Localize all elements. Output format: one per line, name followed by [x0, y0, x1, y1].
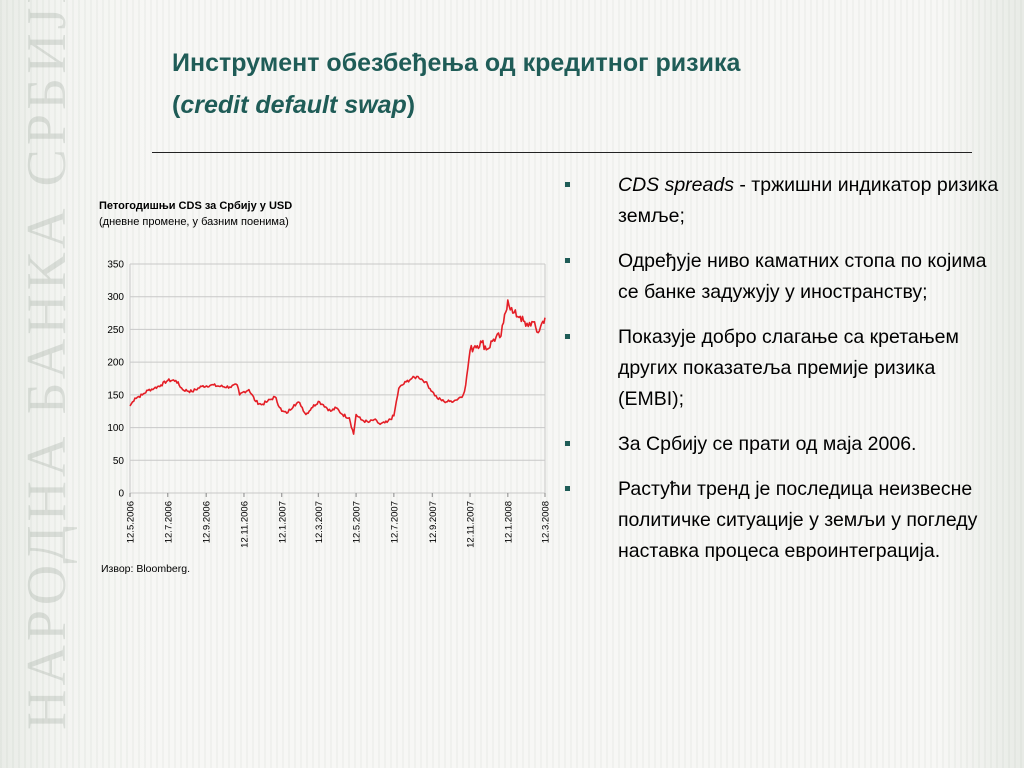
bullet-item: Одређује ниво каматних стопа по којима с…: [562, 246, 1002, 308]
x-tick-label: 12.9.2006: [202, 501, 213, 543]
x-tick-label: 12.5.2007: [352, 501, 363, 543]
y-tick-label: 100: [107, 423, 124, 434]
chart-heading: Петогодишњи CDS за Србију у USD (дневне …: [99, 198, 292, 230]
bullet-item: За Србију се прати од маја 2006.: [562, 429, 1002, 460]
series-line-cds: [129, 299, 546, 435]
bullet-item: CDS spreads - тржишни индикатор ризика з…: [562, 170, 1002, 232]
y-tick-label: 200: [107, 358, 124, 369]
x-tick-label: 12.1.2008: [503, 501, 514, 543]
slide-title-line1: Инструмент обезбеђења од кредитног ризик…: [172, 49, 741, 77]
bullet-item: Показује добро слагање са кретањем други…: [562, 322, 1002, 415]
title-divider: [152, 152, 972, 153]
chart-subtitle: (дневне промене, у базним поенима): [99, 216, 289, 228]
y-tick-label: 50: [113, 456, 125, 467]
slide-title: Инструмент обезбеђења од кредитног ризик…: [172, 42, 740, 126]
bullet-text: Показује добро слагање са кретањем други…: [618, 326, 959, 410]
slide-title-line2: (credit default swap): [172, 84, 740, 126]
bullet-italic: CDS spreads: [618, 174, 734, 196]
y-tick-label: 250: [107, 325, 124, 336]
bullet-text: - тржишни индикатор ризика земље;: [618, 174, 999, 227]
chart-title: Петогодишњи CDS за Србију у USD: [99, 200, 293, 212]
x-tick-label: 12.11.2006: [239, 501, 250, 548]
x-tick-label: 12.9.2007: [428, 501, 439, 543]
bullet-text: За Србију се прати од маја 2006.: [618, 433, 917, 455]
bullet-list: CDS spreads - тржишни индикатор ризика з…: [562, 170, 1002, 581]
x-tick-label: 12.7.2006: [163, 501, 174, 543]
bullet-item: Растући тренд је последица неизвесне пол…: [562, 474, 1002, 567]
bullet-marker-icon: [565, 441, 570, 446]
background-watermark: НАРОДНА БАНКА СРБИЈЕ: [16, 0, 78, 730]
y-tick-label: 350: [107, 260, 124, 271]
y-tick-label: 0: [118, 489, 124, 500]
chart-source: Извор: Bloomberg.: [101, 563, 191, 575]
x-tick-label: 12.3.2008: [541, 501, 552, 543]
bullet-text: Одређује ниво каматних стопа по којима с…: [618, 250, 987, 303]
title-paren-open: (: [172, 91, 181, 119]
bullet-marker-icon: [565, 258, 570, 263]
bullet-marker-icon: [565, 182, 570, 187]
bullet-marker-icon: [565, 486, 570, 491]
title-paren-close: ): [406, 91, 416, 119]
x-tick-label: 12.3.2007: [314, 501, 325, 543]
cds-line-chart: 0 50 100 150 200 250 300 350 12.5.2006 12.7.2006 1…: [107, 260, 552, 548]
x-tick-label: 12.1.2007: [277, 501, 288, 543]
bullet-marker-icon: [565, 334, 570, 339]
title-italic: credit default swap: [180, 91, 407, 119]
x-tick-label: 12.5.2006: [126, 501, 137, 543]
x-tick-label: 12.11.2007: [466, 501, 477, 548]
y-tick-label: 150: [107, 390, 124, 401]
y-tick-label: 300: [107, 292, 124, 303]
bullet-text: Растући тренд је последица неизвесне пол…: [618, 478, 978, 562]
x-tick-label: 12.7.2007: [389, 501, 400, 543]
